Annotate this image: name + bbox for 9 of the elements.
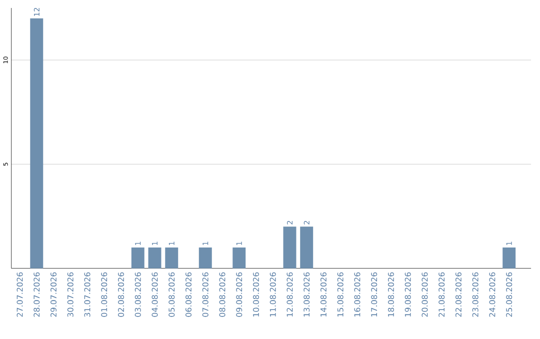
bar [148,247,162,268]
bar [232,247,246,268]
bar [300,226,314,268]
bar [30,18,44,268]
bar [131,247,144,268]
bar [502,247,516,268]
bar [283,226,296,268]
bar [198,247,212,268]
bar [165,247,178,268]
